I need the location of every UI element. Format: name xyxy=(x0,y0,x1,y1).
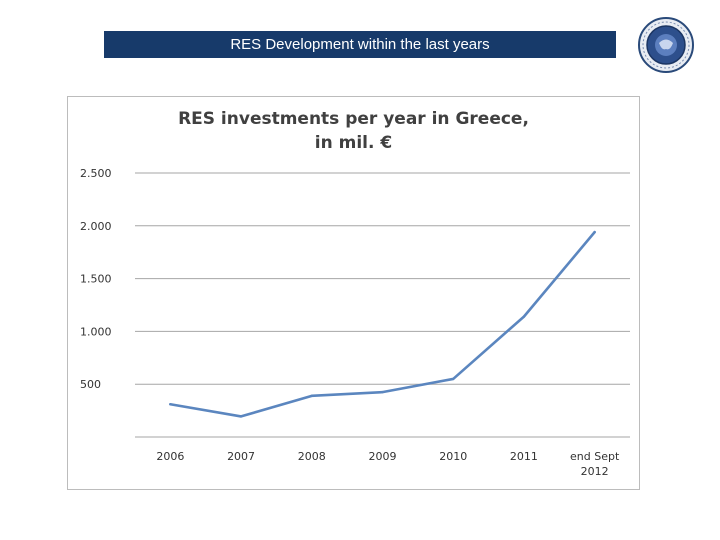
y-tick-label: 500 xyxy=(80,378,101,391)
x-tick-label: 2007 xyxy=(227,450,255,463)
series-line xyxy=(169,230,596,418)
data-point xyxy=(169,403,172,406)
data-point xyxy=(381,390,384,394)
x-tick-label: 2011 xyxy=(510,450,538,463)
x-tick-label: 2010 xyxy=(439,450,467,463)
data-point xyxy=(452,377,455,381)
chart-title-line-2: in mil. € xyxy=(314,133,393,153)
y-tick-label: 1.500 xyxy=(80,273,112,286)
chart-title-line-1: RES investments per year in Greece, xyxy=(178,109,529,129)
y-tick-label: 1.000 xyxy=(80,325,112,338)
x-tick-label: 2012 xyxy=(581,465,609,478)
y-tick-label: 2.500 xyxy=(80,167,112,180)
data-point xyxy=(522,315,526,318)
circular-seal-logo-icon xyxy=(638,17,694,73)
y-tick-label: 2.000 xyxy=(80,220,112,233)
x-tick-label: 2009 xyxy=(369,450,397,463)
data-point xyxy=(239,415,243,418)
data-point xyxy=(593,230,596,234)
slide-title: RES Development within the last years xyxy=(230,36,490,53)
slide-title-bar: RES Development within the last years xyxy=(104,31,616,58)
chart-frame: RES investments per year in Greece, in m… xyxy=(67,96,640,490)
x-tick-label: end Sept xyxy=(570,450,620,463)
data-point xyxy=(310,394,313,398)
line-chart: 500 1.000 1.500 2.000 2.500 2006 2007 2008 2009 2… xyxy=(80,167,630,478)
x-tick-label: 2006 xyxy=(156,450,184,463)
x-tick-label: 2008 xyxy=(298,450,326,463)
